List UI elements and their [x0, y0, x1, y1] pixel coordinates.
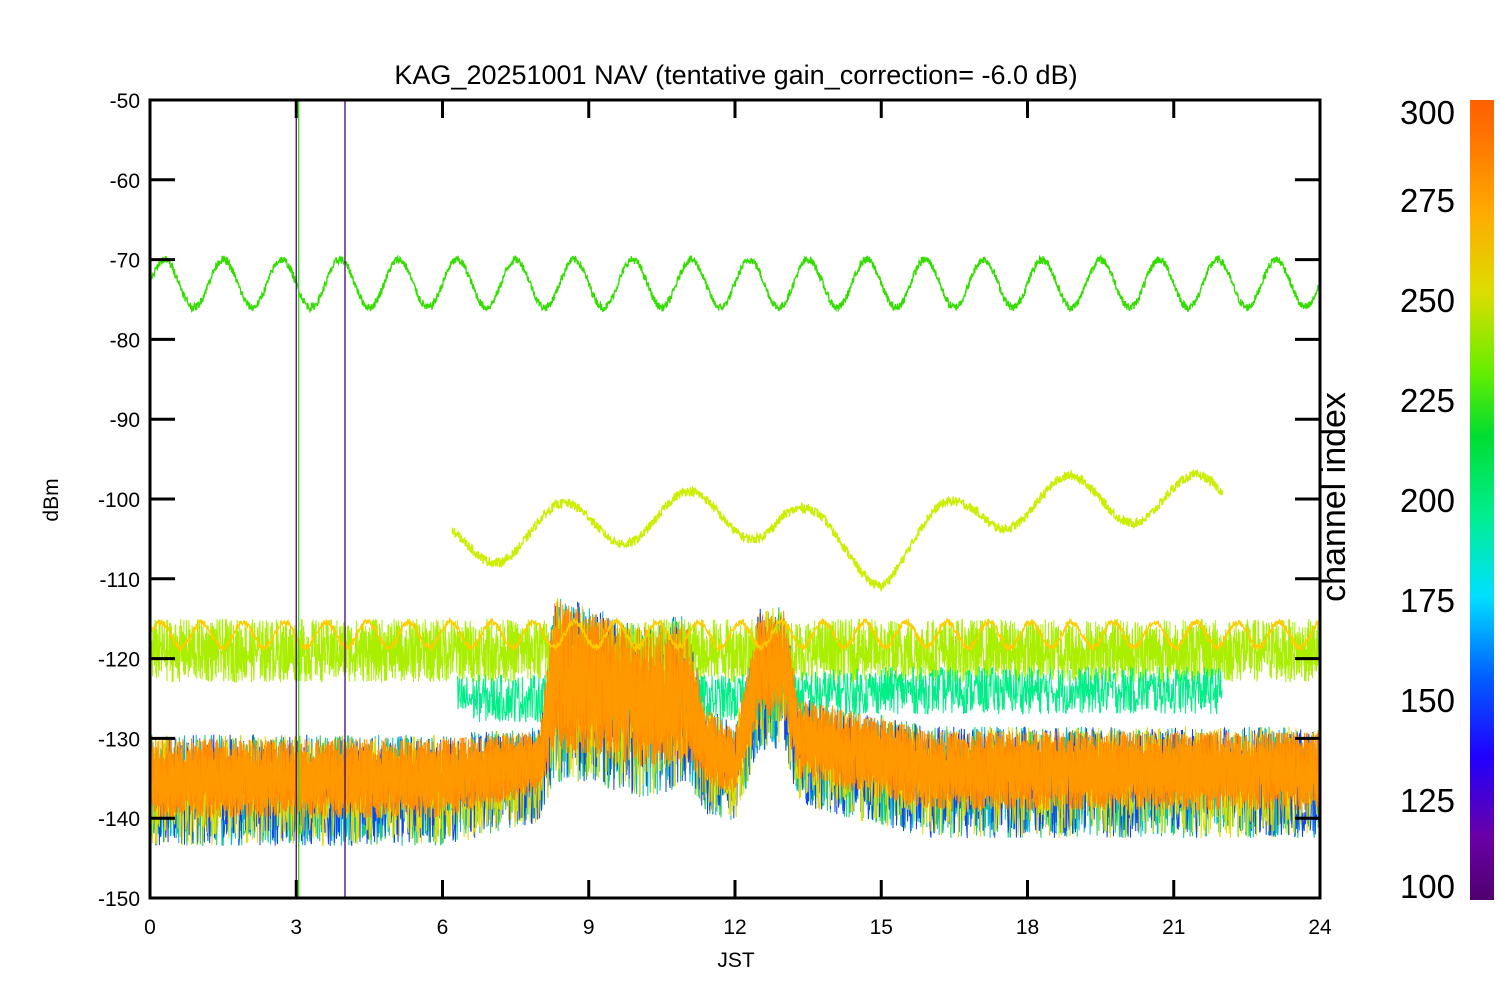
- y-tick-label-6: -110: [100, 569, 140, 592]
- colorbar-tick-label-4: 200: [1400, 482, 1455, 519]
- colorbar: 300 275 250 225 200 175 150 125 100: [1400, 94, 1494, 905]
- x-tick-label-0: 0: [144, 916, 156, 939]
- series-line-2: [451, 468, 1224, 593]
- colorbar-gradient: [1470, 100, 1494, 900]
- y-tick-label-3: -80: [110, 329, 140, 352]
- y-tick-label-4: -90: [110, 409, 140, 432]
- colorbar-tick-label-8: 100: [1400, 868, 1455, 905]
- y-tick-label-2: -70: [110, 250, 140, 273]
- y-tick-label-9: -140: [98, 808, 140, 831]
- x-tick-label-8: 24: [1308, 916, 1332, 939]
- x-tick-label-7: 21: [1162, 916, 1185, 939]
- y-tick-label-10: -150: [98, 888, 140, 911]
- x-tick-label-6: 18: [1016, 916, 1039, 939]
- colorbar-tick-label-1: 275: [1400, 182, 1455, 219]
- x-tick-label-3: 9: [583, 916, 595, 939]
- colorbar-label: channel index: [1315, 392, 1353, 602]
- chart-title: KAG_20251001 NAV (tentative gain_correct…: [394, 60, 1077, 90]
- series-line-1: [150, 254, 1320, 314]
- x-tick-label-2: 6: [437, 916, 449, 939]
- y-tick-label-7: -120: [98, 649, 140, 672]
- colorbar-tick-label-6: 150: [1400, 682, 1455, 719]
- y-axis-label: dBm: [40, 478, 63, 521]
- y-tick-label-1: -60: [110, 170, 140, 193]
- y-tick-label-0: -50: [110, 90, 140, 113]
- axes: 0 3 6 9 12 15 18 21 24 -50 -60 -70 -80 -90 -100 -110 -12…: [98, 90, 1332, 939]
- x-tick-label-4: 12: [723, 916, 746, 939]
- y-tick-label-8: -130: [98, 728, 140, 751]
- colorbar-tick-label-2: 250: [1400, 282, 1455, 319]
- colorbar-tick-label-7: 125: [1400, 782, 1455, 819]
- y-tick-label-5: -100: [98, 489, 140, 512]
- plot-area: [150, 100, 1320, 898]
- colorbar-tick-label-0: 300: [1400, 94, 1455, 131]
- colorbar-tick-label-5: 175: [1400, 582, 1455, 619]
- x-tick-label-5: 15: [870, 916, 893, 939]
- colorbar-tick-label-3: 225: [1400, 382, 1455, 419]
- x-tick-label-1: 3: [290, 916, 302, 939]
- x-axis-label: JST: [717, 949, 755, 972]
